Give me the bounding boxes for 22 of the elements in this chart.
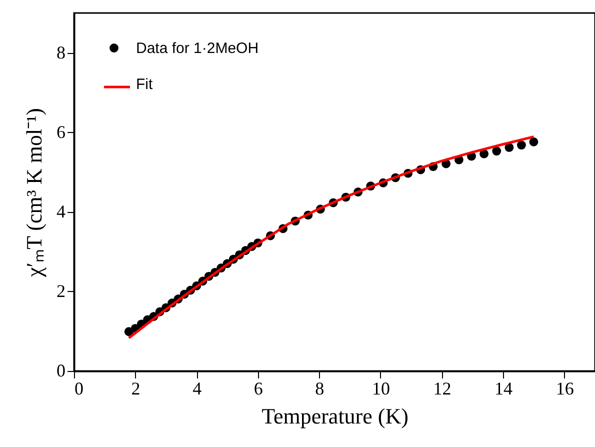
x-tick-label: 14 (494, 378, 513, 398)
y-tick-label: 6 (56, 122, 66, 142)
x-tick-label: 10 (372, 378, 390, 398)
y-tick-label: 0 (56, 360, 66, 380)
point (504, 142, 514, 152)
x-tick-label: 12 (433, 378, 452, 398)
point (529, 137, 538, 146)
legend-label: Fit (136, 76, 154, 93)
x-tick-label: 6 (254, 378, 263, 398)
x-tick-label: 16 (556, 378, 574, 398)
point (492, 146, 502, 156)
y-tick-label: 8 (56, 42, 66, 62)
point (516, 140, 526, 150)
x-tick-label: 4 (192, 378, 202, 398)
y-tick-label: 2 (56, 280, 66, 301)
legend-label: Data for 1·2MeOH (136, 40, 259, 57)
y-tick-label: 4 (56, 201, 66, 222)
x-tick-label: 2 (131, 378, 140, 398)
y-axis-title: χ′ₘT (cm³ K mol⁻¹) (22, 108, 46, 278)
x-axis-title: Temperature (K) (262, 404, 408, 428)
x-tick-label: 0 (74, 378, 84, 398)
x-tick-label: 8 (315, 378, 324, 398)
